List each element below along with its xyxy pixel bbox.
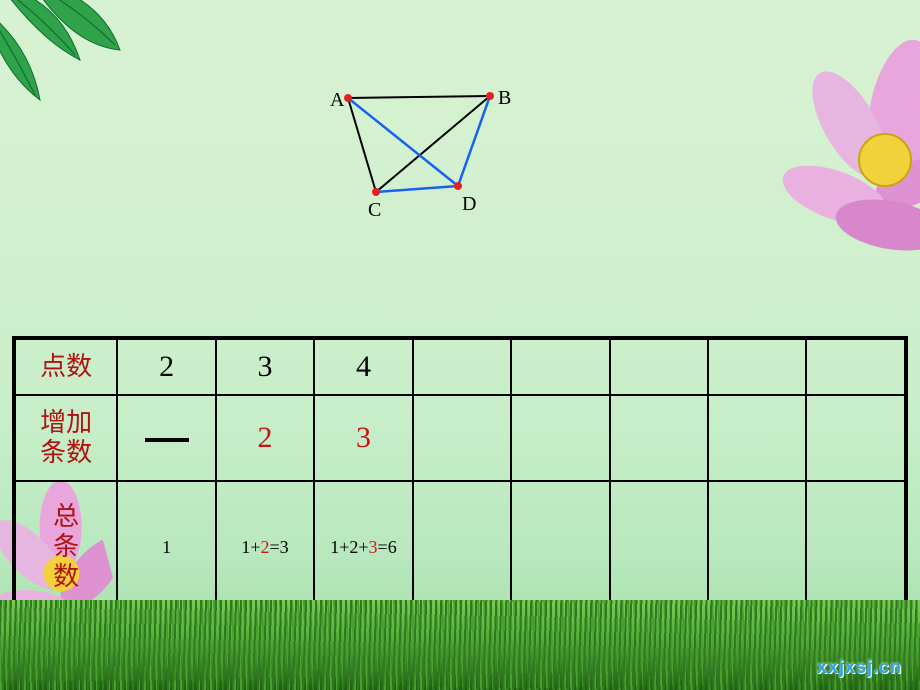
table-cell xyxy=(610,339,708,395)
table-cell: 1 xyxy=(117,481,215,613)
table-cell xyxy=(708,339,806,395)
background-grass xyxy=(0,600,920,690)
table-cell: 2 xyxy=(216,395,314,481)
graph-edge xyxy=(376,186,458,192)
graph-node xyxy=(372,188,380,196)
table-cell: 3 xyxy=(314,395,412,481)
table-cell: 2 xyxy=(117,339,215,395)
graph-edge xyxy=(348,98,376,192)
graph-node-label: D xyxy=(462,193,476,215)
graph-node-label: B xyxy=(498,87,511,109)
graph-node xyxy=(486,92,494,100)
table-cell: 4 xyxy=(314,339,412,395)
table-cell xyxy=(511,339,609,395)
table-cell xyxy=(806,395,905,481)
graph-node xyxy=(344,94,352,102)
table-cell xyxy=(511,481,609,613)
table-cell xyxy=(511,395,609,481)
graph-node-label: C xyxy=(368,199,381,221)
table-cell xyxy=(708,481,806,613)
dash-icon xyxy=(145,438,189,442)
table-cell xyxy=(708,395,806,481)
watermark: xxjxsj.cn xyxy=(817,657,902,678)
data-table: 点数234 增加条数23 总条数11+2=31+2+3=6 xyxy=(12,336,908,616)
table-cell: 3 xyxy=(216,339,314,395)
table-heading: 增加条数 xyxy=(15,395,117,481)
table-cell xyxy=(413,395,511,481)
graph-node xyxy=(454,182,462,190)
table-cell xyxy=(610,395,708,481)
decor-leaves xyxy=(0,0,170,120)
graph-edge xyxy=(348,96,490,98)
graph-edge xyxy=(348,98,458,186)
decor-flower-right xyxy=(780,40,920,260)
graph-diagram: A B C D xyxy=(330,80,530,220)
table-cell xyxy=(806,339,905,395)
table-cell: 1+2+3=6 xyxy=(314,481,412,613)
table-cell xyxy=(413,481,511,613)
table-cell xyxy=(610,481,708,613)
table-cell xyxy=(413,339,511,395)
table-cell xyxy=(806,481,905,613)
table-heading: 总条数 xyxy=(15,481,117,613)
table-cell: 1+2=3 xyxy=(216,481,314,613)
table-heading: 点数 xyxy=(15,339,117,395)
table-cell xyxy=(117,395,215,481)
graph-node-label: A xyxy=(330,89,345,111)
